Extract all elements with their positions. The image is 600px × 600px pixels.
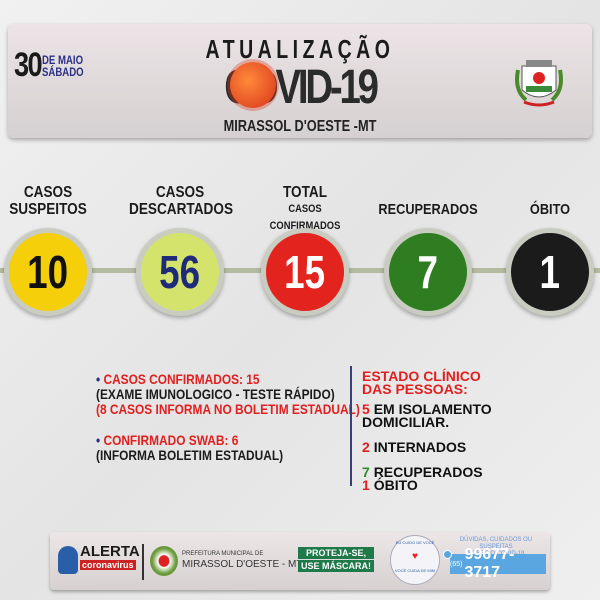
stat-circle: 10 [4,228,92,316]
clinical-title-2: DAS PESSOAS: [362,381,468,397]
stat-label-line-1: CASOS [155,184,205,201]
stat-label-line-1: TOTAL [282,184,328,201]
stat-circle: 7 [384,228,472,316]
isolation-count: 5 [362,401,370,417]
stat-label-line-2: RECUPERADOS [378,201,478,218]
footer-banner: ALERTA coronavirus PREFEITURA MUNICIPAL … [50,532,550,590]
recovered-label: RECUPERADOS [373,464,483,480]
swab-total: CONFIRMADO SWAB: 6 [103,432,239,448]
stat-label: TOTAL CASOS CONFIRMADOS [254,184,356,235]
stat-label: CASOS SUSPEITOS [0,184,99,218]
confirmed-details: • CASOS CONFIRMADOS: 15 (EXAME IMUNOLOGI… [96,371,360,463]
confirmed-note-2: (8 CASOS INFORMA NO BOLETIM ESTADUAL) [96,401,360,417]
virus-icon [230,62,276,108]
stat-label-line-2: CASOS CONFIRMADOS [269,203,341,232]
stat-circle: 15 [261,228,349,316]
mask-line-2: USE MÁSCARA! [298,560,375,572]
stat-value: 15 [284,246,326,298]
date-weekday: SÁBADO [41,64,84,79]
stat-circle: 1 [506,228,594,316]
covid-logo-text: COVID-19 [224,61,379,114]
header-banner [8,24,592,138]
stat-label-line-2: SUSPEITOS [9,201,87,218]
hospitalized-label: INTERNADOS [373,439,467,455]
phone-number: 99677-3717 [464,546,515,581]
phone-ddd: (65) [450,560,463,568]
stat-label-line-2: DESCARTADOS [129,201,234,218]
confirmed-total: CASOS CONFIRMADOS: 15 [103,371,260,387]
city-name: MIRASSOL D'OESTE -MT [223,118,377,135]
stat-label: CASOS DESCARTADOS [129,184,234,218]
masked-person-icon [58,546,78,574]
date-day: 30 [14,46,43,84]
doubts-line-1: DÚVIDAS, CUIDADOS OU SUSPEITAS [459,537,533,550]
stat-value: 1 [539,246,561,298]
badge-bottom: VOCÊ CUIDA DE MIM [394,568,436,573]
stat-circle: 56 [136,228,224,316]
isolation-label-2: DOMICILIAR. [362,414,450,430]
phone-contact[interactable]: (65) 99677-3717 [450,546,546,581]
divider [142,544,144,580]
page-title: ATUALIZAÇÃO [205,34,395,64]
stat-value: 7 [417,246,439,298]
badge-top: EU CUIDO DE VOCÊ [395,540,435,545]
city-crest-icon [515,60,563,107]
stat-label: RECUPERADOS [377,184,479,218]
whatsapp-icon [443,550,452,559]
prefecture-city: MIRASSOL D'OESTE - MT [182,559,303,570]
stat-label-line-1: CASOS [23,184,73,201]
alert-label: ALERTA [80,543,140,560]
death-count: 1 [362,477,370,493]
stat-label-line-2: ÓBITO [529,201,571,218]
stat-value: 10 [27,246,69,298]
confirmed-note: (EXAME IMUNOLOGICO - TESTE RÁPIDO) [96,386,335,402]
alert-sub: coronavirus [80,560,136,570]
clinical-state: ESTADO CLÍNICO DAS PESSOAS: 5 EM ISOLAME… [362,368,492,493]
stat-value: 56 [159,246,201,298]
care-badge: EU CUIDO DE VOCÊ ♥ VOCÊ CUIDA DE MIM [390,535,440,585]
isolation-label: EM ISOLAMENTO [373,401,492,417]
swab-note: (INFORMA BOLETIM ESTADUAL) [96,447,284,463]
hospitalized-count: 2 [362,439,370,455]
mask-line-1: PROTEJA-SE, [298,547,375,559]
city-crest-icon [150,546,178,576]
recovered-count: 7 [362,464,370,480]
divider [350,366,352,486]
death-label: ÓBITO [373,477,418,493]
stat-label: ÓBITO [499,184,600,218]
date-month: DE MAIO [41,52,83,67]
prefecture-label: PREFEITURA MUNICIPAL DE [182,551,264,557]
clinical-title-1: ESTADO CLÍNICO [362,368,481,384]
date: 30 DE MAIO SÁBADO [14,46,94,85]
